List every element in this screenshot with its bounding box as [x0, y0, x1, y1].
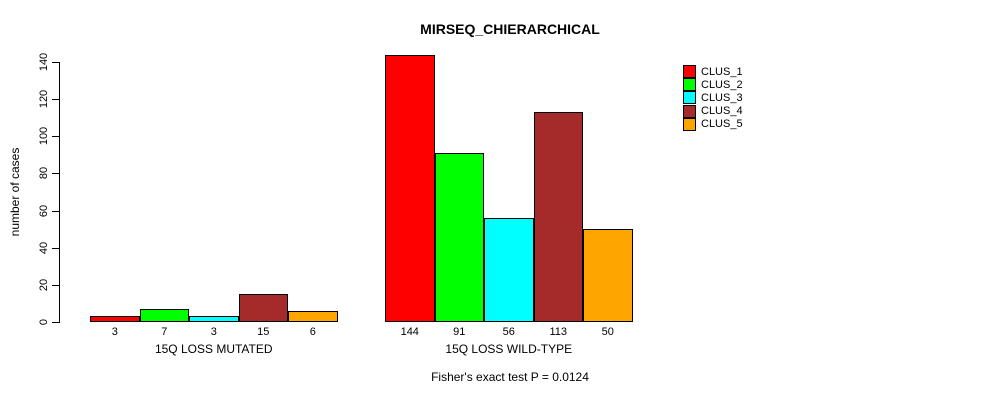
- y-axis-tick: [52, 62, 59, 63]
- y-axis-tick: [52, 99, 59, 101]
- bar-clus-2: [434, 153, 484, 322]
- bar-clus-3: [484, 218, 534, 322]
- legend-label: CLUS_5: [701, 118, 743, 131]
- y-axis-tick: [52, 247, 59, 249]
- legend-label: CLUS_1: [701, 65, 743, 78]
- group-label: 15Q LOSS MUTATED: [154, 342, 273, 356]
- bar-value-label: 50: [601, 326, 614, 338]
- legend-label: CLUS_4: [701, 105, 743, 118]
- bar-value-label: 113: [549, 326, 568, 338]
- y-axis-label: number of cases: [8, 147, 22, 237]
- bar-value-label: 91: [453, 326, 466, 338]
- legend-swatch: [683, 91, 696, 105]
- y-axis-tick: [52, 173, 59, 175]
- y-axis-tick-label: 80: [38, 167, 50, 180]
- bar-value-label: 144: [400, 326, 419, 338]
- y-axis-tick-label: 120: [38, 89, 50, 109]
- legend-swatch: [683, 65, 696, 79]
- legend-swatch: [683, 78, 696, 92]
- bar-value-label: 7: [161, 326, 168, 338]
- group-label: 15Q LOSS WILD-TYPE: [445, 342, 573, 356]
- legend-item: CLUS_1: [683, 65, 743, 79]
- bar-clus-4: [238, 294, 288, 322]
- y-axis-tick-label: 100: [38, 127, 50, 146]
- chart-title: MIRSEQ_CHIERARCHICAL: [420, 21, 600, 37]
- bar-value-label: 6: [309, 326, 316, 338]
- y-axis-tick-label: 0: [38, 318, 50, 326]
- legend-label: CLUS_3: [701, 91, 743, 104]
- legend-item: CLUS_5: [683, 117, 743, 131]
- legend-item: CLUS_4: [683, 104, 743, 118]
- bar-clus-2: [139, 309, 189, 322]
- bar-clus-1: [385, 54, 435, 322]
- legend-swatch: [683, 117, 696, 131]
- y-axis-tick: [52, 210, 59, 212]
- y-axis-line: [59, 62, 60, 323]
- bar-value-label: 15: [257, 326, 270, 338]
- bar-clus-5: [288, 310, 338, 322]
- legend-label: CLUS_2: [701, 78, 743, 91]
- y-axis-tick-label: 60: [38, 204, 50, 217]
- bar-value-label: 3: [210, 326, 217, 338]
- legend: CLUS_1 CLUS_2 CLUS_3 CLUS_4 CLUS_5: [683, 65, 743, 131]
- legend-item: CLUS_3: [683, 91, 743, 105]
- y-axis-tick-label: 40: [38, 241, 50, 254]
- fisher-test-note: Fisher's exact test P = 0.0124: [431, 370, 589, 384]
- bar-value-label: 3: [111, 326, 118, 338]
- y-axis-tick: [52, 322, 59, 323]
- bar-clus-5: [583, 229, 633, 322]
- y-axis-tick-label: 140: [38, 52, 50, 72]
- y-axis-tick: [52, 284, 59, 286]
- legend-item: CLUS_2: [683, 78, 743, 92]
- y-axis-tick-label: 20: [38, 278, 50, 291]
- bar-clus-3: [189, 316, 239, 322]
- legend-swatch: [683, 104, 696, 118]
- bar-clus-1: [90, 316, 140, 322]
- bar-clus-4: [533, 112, 583, 322]
- bar-value-label: 56: [502, 326, 515, 338]
- y-axis-tick: [52, 136, 59, 138]
